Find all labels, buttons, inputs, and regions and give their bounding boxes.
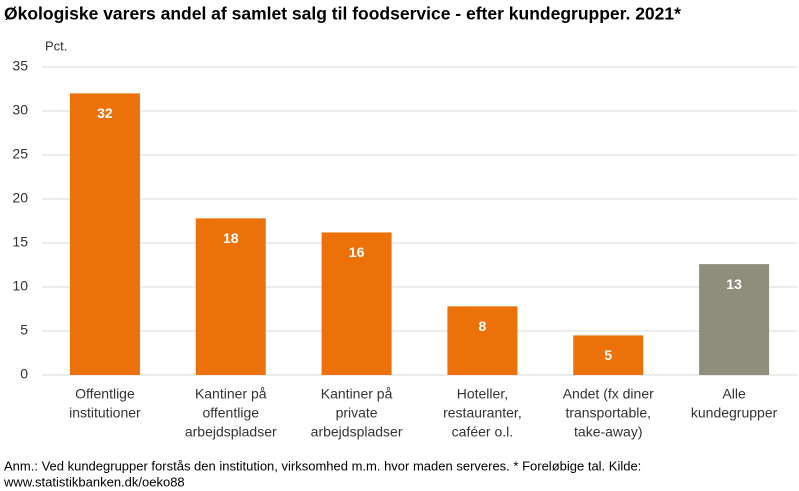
note: www.statistikbanken.dk/oeko88 xyxy=(3,474,185,489)
x-tick-label: Andet (fx diner xyxy=(563,386,654,402)
value-label: 16 xyxy=(349,244,365,260)
x-tick-label: institutioner xyxy=(69,405,141,421)
chart-title: Økologiske varers andel af samlet salg t… xyxy=(4,4,681,24)
y-tick-label: 0 xyxy=(20,366,28,382)
y-tick-label: 35 xyxy=(12,58,28,74)
note: Anm.: Ved kundegrupper forstås den insti… xyxy=(4,458,641,473)
bar xyxy=(321,232,392,375)
y-tick-label: 20 xyxy=(12,190,28,206)
x-tick-label: kundegrupper xyxy=(691,405,778,421)
value-label: 8 xyxy=(479,318,487,334)
x-tick-label: take-away) xyxy=(574,424,642,440)
x-tick-label: offentlige xyxy=(202,405,259,421)
x-tick-label: Hoteller, xyxy=(457,386,508,402)
y-tick-label: 10 xyxy=(12,278,28,294)
bar xyxy=(195,218,266,375)
x-tick-label: private xyxy=(336,405,378,421)
x-tick-label: Offentlige xyxy=(75,386,135,402)
bar xyxy=(69,93,140,376)
y-tick-label: 30 xyxy=(12,102,28,118)
y-tick-label: 15 xyxy=(12,234,28,250)
value-label: 32 xyxy=(97,105,113,121)
y-tick-label: 25 xyxy=(12,146,28,162)
value-label: 5 xyxy=(604,347,612,363)
bar xyxy=(699,264,770,375)
x-tick-label: arbejdspladser xyxy=(311,424,403,440)
x-tick-label: Alle xyxy=(722,386,746,402)
x-tick-label: caféer o.l. xyxy=(452,424,513,440)
x-tick-label: arbejdspladser xyxy=(185,424,277,440)
bar xyxy=(447,306,518,375)
value-label: 13 xyxy=(726,276,742,292)
y-axis-label: Pct. xyxy=(45,38,67,53)
value-label: 18 xyxy=(223,230,239,246)
y-tick-label: 5 xyxy=(20,322,28,338)
x-tick-label: Kantiner på xyxy=(321,386,393,402)
bar xyxy=(573,335,644,375)
x-tick-label: transportable, xyxy=(565,405,651,421)
x-tick-label: restauranter, xyxy=(443,405,522,421)
x-tick-label: Kantiner på xyxy=(195,386,267,402)
